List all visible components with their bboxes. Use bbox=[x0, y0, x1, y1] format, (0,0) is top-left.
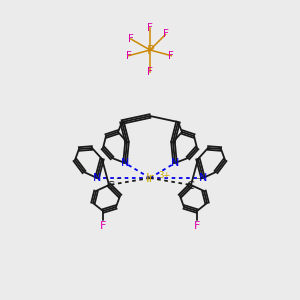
Text: F: F bbox=[126, 51, 132, 61]
Text: Ir: Ir bbox=[146, 172, 154, 184]
Text: F: F bbox=[194, 221, 200, 231]
Text: F: F bbox=[168, 51, 174, 61]
Text: ⁻: ⁻ bbox=[195, 176, 201, 186]
Text: N: N bbox=[171, 158, 179, 168]
Text: F: F bbox=[128, 34, 134, 44]
Text: 3+: 3+ bbox=[158, 170, 170, 179]
Text: F: F bbox=[100, 221, 106, 231]
Text: N: N bbox=[93, 173, 101, 183]
Text: N: N bbox=[199, 173, 207, 183]
Text: F: F bbox=[147, 67, 153, 77]
Text: N: N bbox=[121, 158, 129, 168]
Text: C: C bbox=[186, 181, 194, 191]
Text: P: P bbox=[146, 44, 154, 56]
Text: ⁻: ⁻ bbox=[115, 176, 121, 186]
Text: F: F bbox=[147, 23, 153, 33]
Text: C: C bbox=[106, 181, 114, 191]
Text: F: F bbox=[163, 29, 169, 39]
